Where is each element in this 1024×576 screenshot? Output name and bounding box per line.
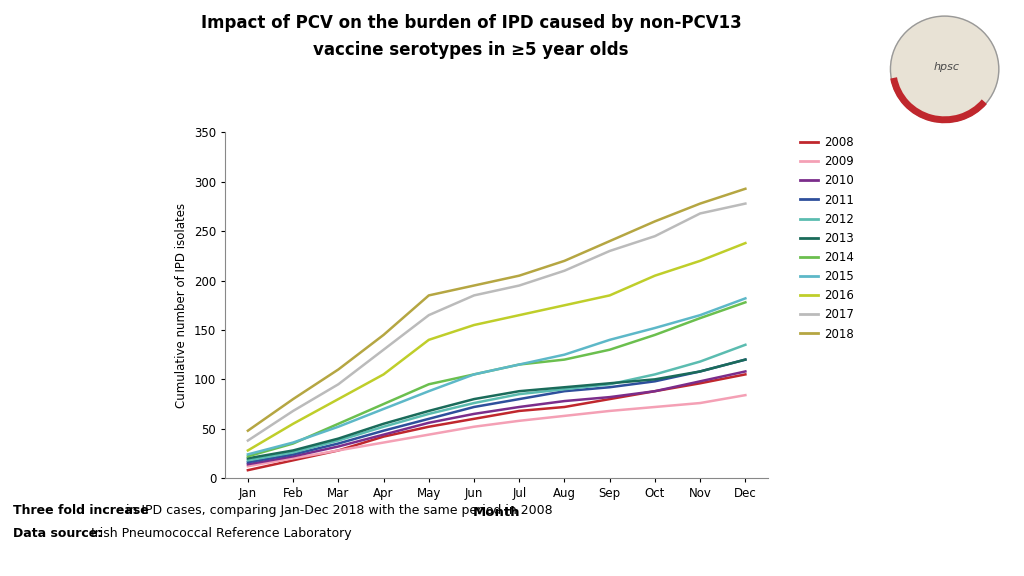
- Text: Impact of PCV on the burden of IPD caused by non-PCV13: Impact of PCV on the burden of IPD cause…: [201, 14, 741, 32]
- Text: Irish Pneumococcal Reference Laboratory: Irish Pneumococcal Reference Laboratory: [87, 527, 351, 540]
- Y-axis label: Cumulative number of IPD isolates: Cumulative number of IPD isolates: [175, 203, 188, 408]
- Text: vaccine serotypes in ≥5 year olds: vaccine serotypes in ≥5 year olds: [313, 41, 629, 59]
- Text: Data source:: Data source:: [13, 527, 102, 540]
- Text: hpsc: hpsc: [934, 62, 959, 72]
- Text: in IPD cases, comparing Jan-Dec 2018 with the same period in 2008: in IPD cases, comparing Jan-Dec 2018 wit…: [122, 504, 553, 517]
- Legend: 2008, 2009, 2010, 2011, 2012, 2013, 2014, 2015, 2016, 2017, 2018: 2008, 2009, 2010, 2011, 2012, 2013, 2014…: [796, 131, 858, 345]
- Circle shape: [891, 16, 998, 122]
- Text: Three fold increase: Three fold increase: [13, 504, 150, 517]
- X-axis label: Month: Month: [473, 506, 520, 518]
- Text: 13: 13: [984, 556, 999, 569]
